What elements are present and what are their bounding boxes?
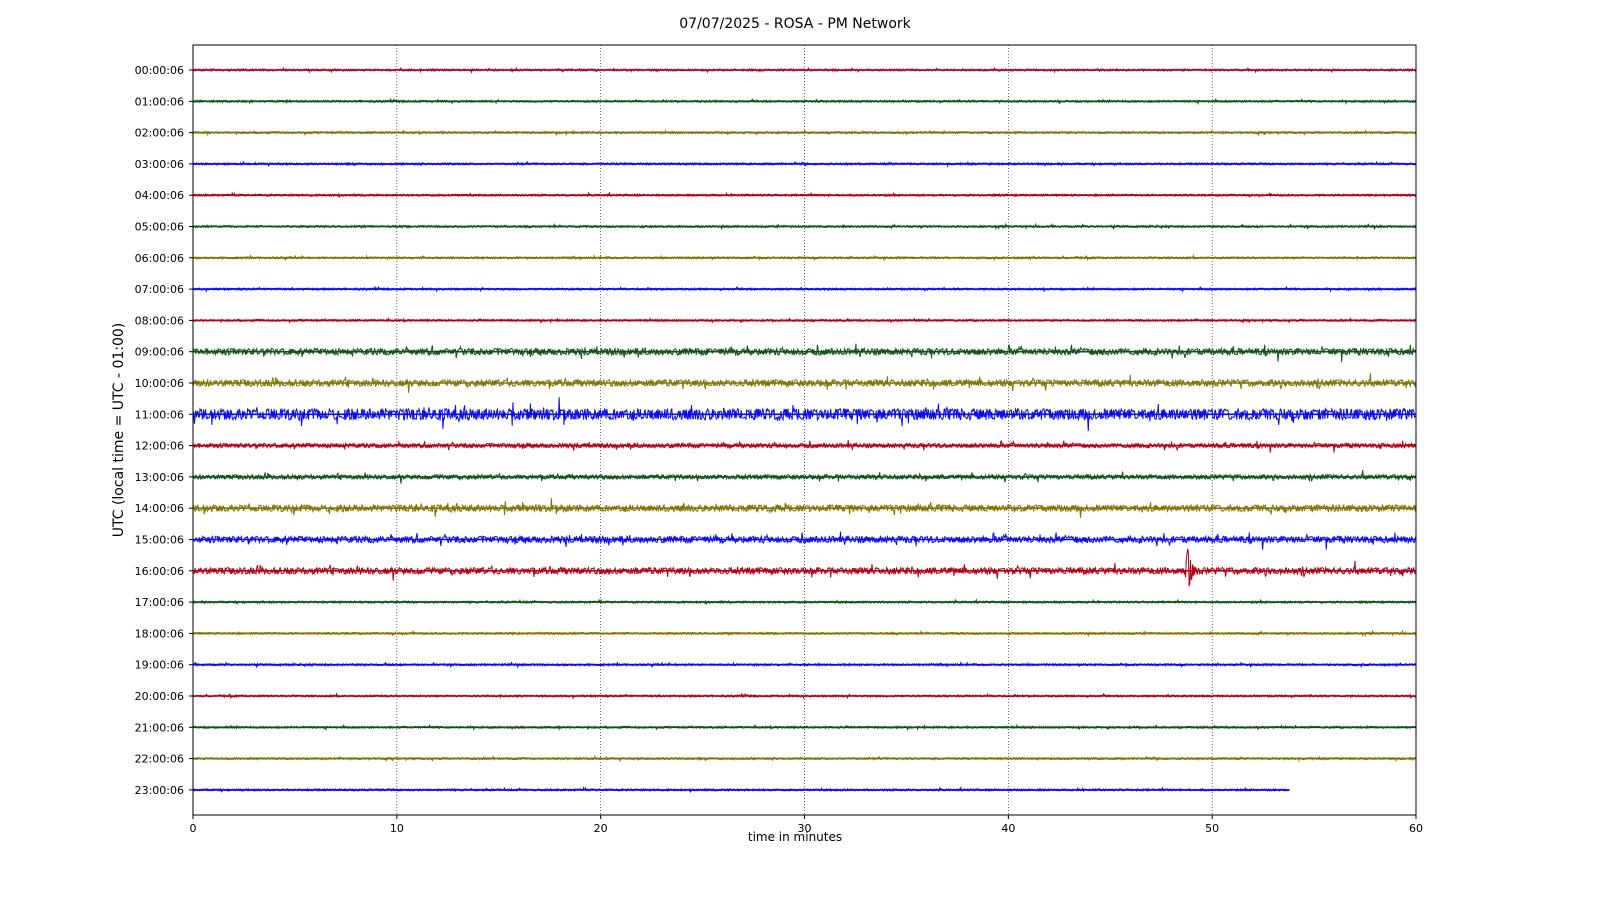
x-tick-label: 10	[390, 822, 404, 835]
trace-line	[192, 548, 1417, 587]
y-tick-label: 20:00:06	[135, 690, 184, 703]
y-tick-label: 15:00:06	[135, 534, 184, 547]
y-tick-label: 07:00:06	[135, 283, 184, 296]
trace-line	[192, 343, 1417, 362]
y-tick-label: 02:00:06	[135, 127, 184, 140]
y-axis-label: UTC (local time = UTC - 01:00)	[111, 323, 127, 538]
y-tick-label: 12:00:06	[135, 440, 184, 453]
x-tick-label: 60	[1409, 822, 1423, 835]
y-tick-label: 00:00:06	[135, 64, 184, 77]
y-tick-label: 04:00:06	[135, 189, 184, 202]
x-axis-label: time in minutes	[748, 830, 842, 844]
y-tick-label: 13:00:06	[135, 471, 184, 484]
y-tick-label: 16:00:06	[135, 565, 184, 578]
y-tick-label: 18:00:06	[135, 627, 184, 640]
y-tick-label: 21:00:06	[135, 721, 184, 734]
y-tick-label: 19:00:06	[135, 659, 184, 672]
y-tick-label: 03:00:06	[135, 158, 184, 171]
y-tick-label: 01:00:06	[135, 95, 184, 108]
y-tick-label: 23:00:06	[135, 784, 184, 797]
x-tick-label: 50	[1205, 822, 1219, 835]
y-tick-label: 11:00:06	[135, 408, 184, 421]
grid-lines	[396, 45, 1213, 815]
y-tick-label: 08:00:06	[135, 314, 184, 327]
x-tick-label: 30	[798, 822, 812, 835]
y-tick-label: 06:00:06	[135, 252, 184, 265]
y-tick-label: 09:00:06	[135, 346, 184, 359]
y-tick-label: 14:00:06	[135, 502, 184, 515]
trace-line	[192, 129, 1417, 137]
plot-frame	[192, 44, 1417, 816]
trace-line	[192, 470, 1417, 484]
y-tick-label: 17:00:06	[135, 596, 184, 609]
x-tick-label: 40	[1001, 822, 1015, 835]
y-tick-label: 22:00:06	[135, 753, 184, 766]
y-tick-labels: 00:00:06 01:00:06 02:00:06 03:00:06 04:00:06…	[135, 64, 193, 797]
x-tick-labels: 0 10 20 30 40 50 60	[190, 815, 1423, 835]
y-tick-label: 05:00:06	[135, 221, 184, 234]
chart-title: 07/07/2025 - ROSA - PM Network	[679, 16, 911, 32]
x-tick-label: 0	[190, 822, 197, 835]
trace-area	[192, 66, 1417, 793]
y-tick-label: 10:00:06	[135, 377, 184, 390]
x-tick-label: 20	[594, 822, 608, 835]
